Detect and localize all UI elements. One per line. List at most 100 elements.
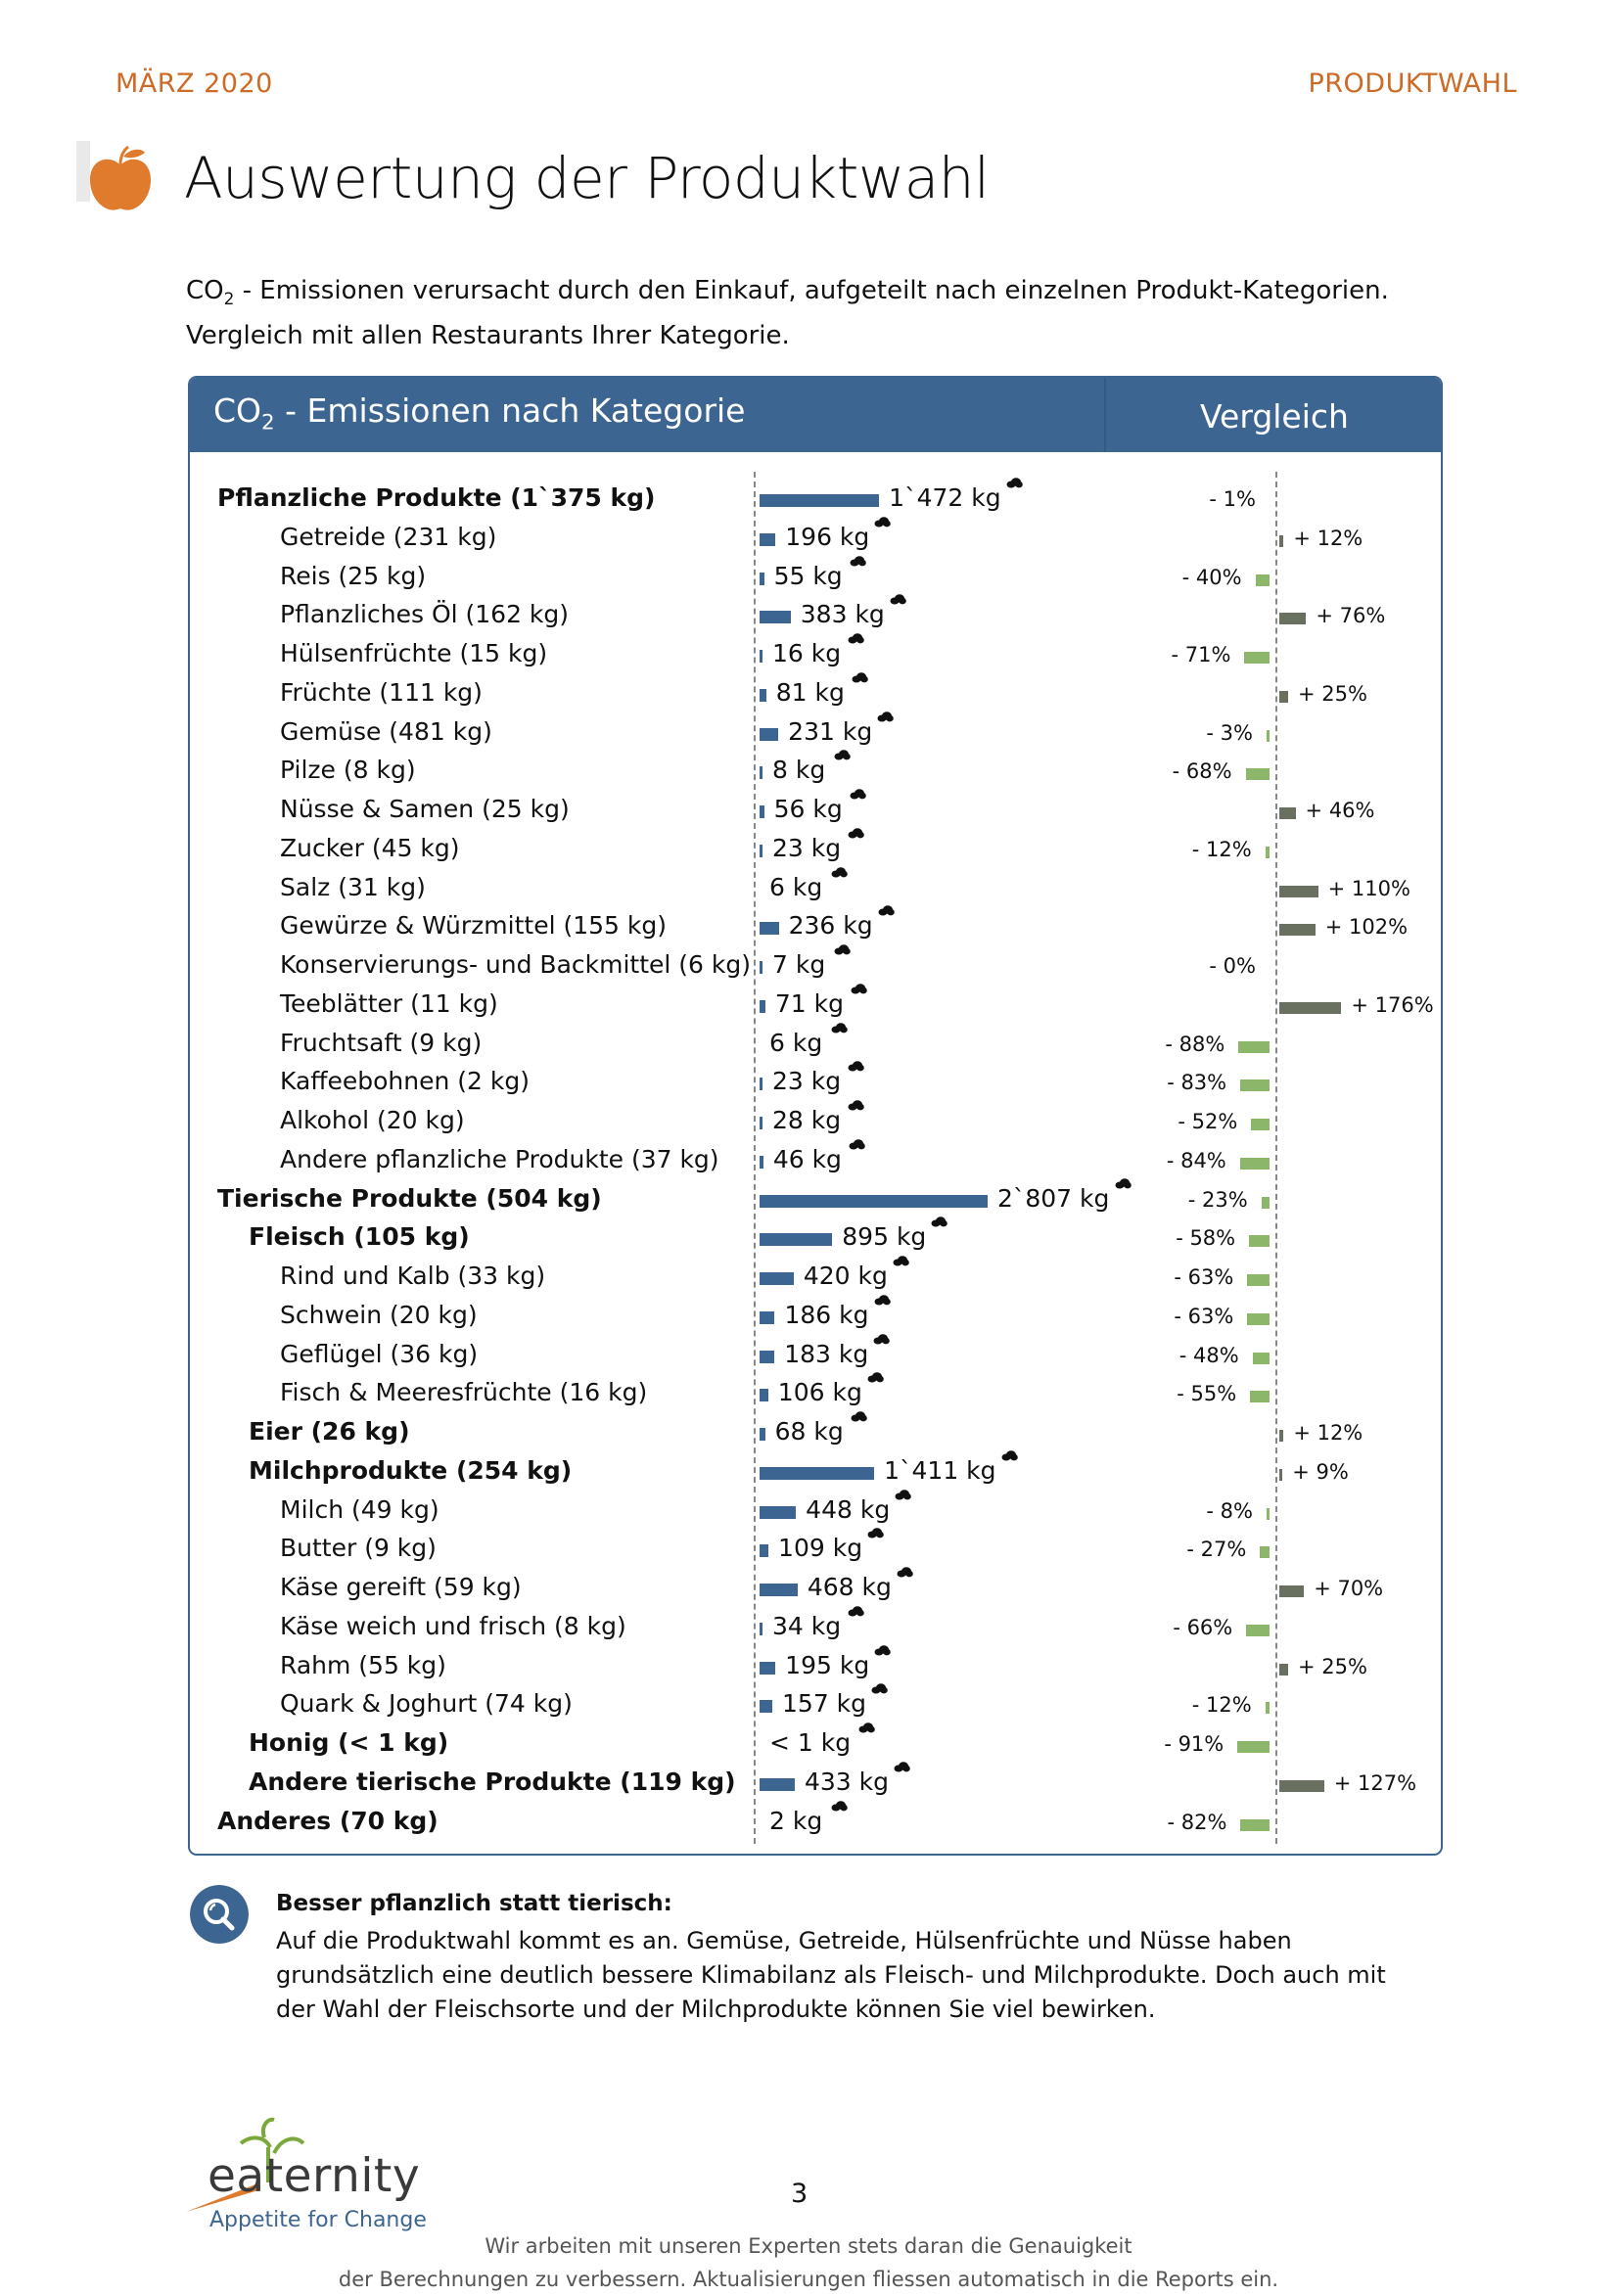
tip-title: Besser pflanzlich statt tierisch: [276, 1891, 672, 1916]
compare-bar [1244, 652, 1270, 664]
category-row: Kaffeebohnen (2 kg) 23 kg - 83% [190, 1061, 1441, 1102]
compare-percent: - 23% [1187, 1187, 1248, 1212]
emission-value: 186 kg [784, 1300, 869, 1329]
category-label: Getreide (231 kg) [280, 522, 497, 551]
compare-title: Vergleich [1200, 397, 1349, 436]
co2-cloud-icon [874, 513, 892, 528]
emission-value: 895 kg [842, 1222, 927, 1252]
category-label: Zucker (45 kg) [280, 833, 460, 862]
compare-percent: + 25% [1298, 1654, 1367, 1678]
category-row: Pilze (8 kg) 8 kg - 68% [190, 750, 1441, 791]
category-row: Gemüse (481 kg) 231 kg - 3% [190, 711, 1441, 753]
compare-percent: + 110% [1327, 876, 1410, 900]
emissions-panel: CO2 - Emissionen nach Kategorie Vergleic… [188, 376, 1443, 1856]
logo-tagline: Appetite for Change [209, 2208, 427, 2232]
compare-bar [1247, 1274, 1270, 1286]
emission-bar [760, 1233, 833, 1247]
co2-cloud-icon [1001, 1446, 1018, 1461]
category-label: Milchprodukte (254 kg) [249, 1455, 573, 1485]
category-label: Rahm (55 kg) [280, 1650, 446, 1679]
compare-percent: - 12% [1191, 1693, 1252, 1718]
emission-bar [760, 1505, 797, 1519]
magnifier-icon [190, 1885, 249, 1944]
category-row: Anderes (70 kg) 2 kg - 82% [190, 1800, 1441, 1842]
co2-cloud-icon [873, 1330, 891, 1344]
compare-percent: - 0% [1209, 954, 1256, 978]
compare-bar [1279, 924, 1316, 937]
category-row: Fisch & Meeresfrüchte (16 kg) 106 kg - 55% [190, 1372, 1441, 1413]
emission-bar [760, 1777, 795, 1791]
emission-bar [760, 1310, 775, 1324]
apple-icon [76, 141, 151, 210]
emission-value: 6 kg [769, 872, 823, 901]
category-row: Rind und Kalb (33 kg) 420 kg - 63% [190, 1256, 1441, 1297]
footer-line-2: der Berechnungen zu verbessern. Aktualis… [338, 2268, 1279, 2291]
compare-percent: + 9% [1292, 1459, 1349, 1484]
emission-value: 236 kg [788, 911, 873, 941]
co2-cloud-icon [931, 1213, 948, 1227]
co2-cloud-icon [848, 629, 864, 644]
category-label: Schwein (20 kg) [280, 1300, 478, 1329]
compare-bar [1279, 534, 1284, 547]
category-label: Quark & Joghurt (74 kg) [280, 1689, 573, 1719]
panel-title-rest: - Emissionen nach Kategorie [274, 391, 746, 430]
emission-bar [760, 1350, 775, 1363]
co2-cloud-icon [894, 1758, 910, 1772]
compare-percent: + 127% [1333, 1770, 1417, 1795]
emission-value: 68 kg [774, 1417, 844, 1446]
category-row: Alkohol (20 kg) 28 kg - 52% [190, 1100, 1441, 1141]
compare-bar [1261, 1196, 1270, 1209]
compare-percent: - 68% [1172, 759, 1232, 784]
category-row: Fleisch (105 kg) 895 kg - 58% [190, 1217, 1441, 1258]
compare-percent: - 63% [1174, 1265, 1234, 1289]
emission-bar [760, 844, 762, 857]
category-label: Eier (26 kg) [249, 1417, 410, 1446]
compare-bar [1250, 1391, 1270, 1403]
category-row: Eier (26 kg) 68 kg + 12% [190, 1411, 1441, 1452]
emission-value: 106 kg [777, 1378, 862, 1407]
category-row: Pflanzliche Produkte (1`375 kg) 1`472 kg -… [190, 478, 1441, 519]
emission-value: < 1 kg [769, 1728, 852, 1757]
category-row: Rahm (55 kg) 195 kg + 25% [190, 1644, 1441, 1686]
compare-bar [1265, 1702, 1270, 1715]
co2-cloud-icon [1115, 1174, 1132, 1188]
emission-bar [760, 1544, 769, 1558]
compare-percent: - 82% [1167, 1810, 1227, 1834]
emission-value: 56 kg [773, 795, 843, 823]
co2-cloud-icon [831, 863, 848, 877]
compare-percent: - 58% [1176, 1226, 1236, 1251]
category-label: Butter (9 kg) [280, 1534, 437, 1563]
footer-note: Wir arbeiten mit unseren Experten stets … [0, 2229, 1617, 2296]
co2-cloud-icon [877, 708, 895, 721]
co2-cloud-icon [851, 980, 867, 994]
category-label: Rind und Kalb (33 kg) [280, 1262, 546, 1290]
emission-value: 433 kg [804, 1767, 889, 1796]
category-label: Pflanzliche Produkte (1`375 kg) [217, 483, 656, 512]
emission-value: 1`411 kg [884, 1455, 996, 1485]
intro-text: CO2 - Emissionen verursacht durch den Ei… [186, 272, 1389, 354]
emission-bar [760, 805, 764, 818]
emission-bar [760, 688, 766, 702]
emission-bar [760, 1078, 762, 1091]
category-row: Zucker (45 kg) 23 kg - 12% [190, 828, 1441, 869]
compare-percent: + 12% [1293, 1421, 1363, 1445]
emission-bar [760, 999, 765, 1013]
co2-cloud-icon [850, 552, 866, 566]
emission-value: 231 kg [788, 716, 873, 746]
emission-bar [760, 1428, 765, 1441]
category-row: Milch (49 kg) 448 kg - 8% [190, 1489, 1441, 1531]
co2-cloud-icon [1006, 474, 1023, 488]
co2-cloud-icon [893, 1252, 909, 1266]
category-label: Gewürze & Würzmittel (155 kg) [280, 911, 667, 941]
compare-bar [1239, 1157, 1270, 1170]
co2-cloud-icon [867, 1524, 885, 1538]
category-row: Honig (< 1 kg) < 1 kg - 91% [190, 1722, 1441, 1764]
category-label: Hülsenfrüchte (15 kg) [280, 639, 548, 667]
co2-cloud-icon [848, 1057, 864, 1072]
intro-line-1-rest: - Emissionen verursacht durch den Einkau… [234, 276, 1389, 305]
emission-value: 420 kg [803, 1262, 888, 1290]
compare-percent: - 66% [1173, 1615, 1233, 1639]
category-row: Quark & Joghurt (74 kg) 157 kg - 12% [190, 1683, 1441, 1724]
emission-bar [760, 1194, 988, 1208]
co2-cloud-icon [858, 1719, 875, 1733]
